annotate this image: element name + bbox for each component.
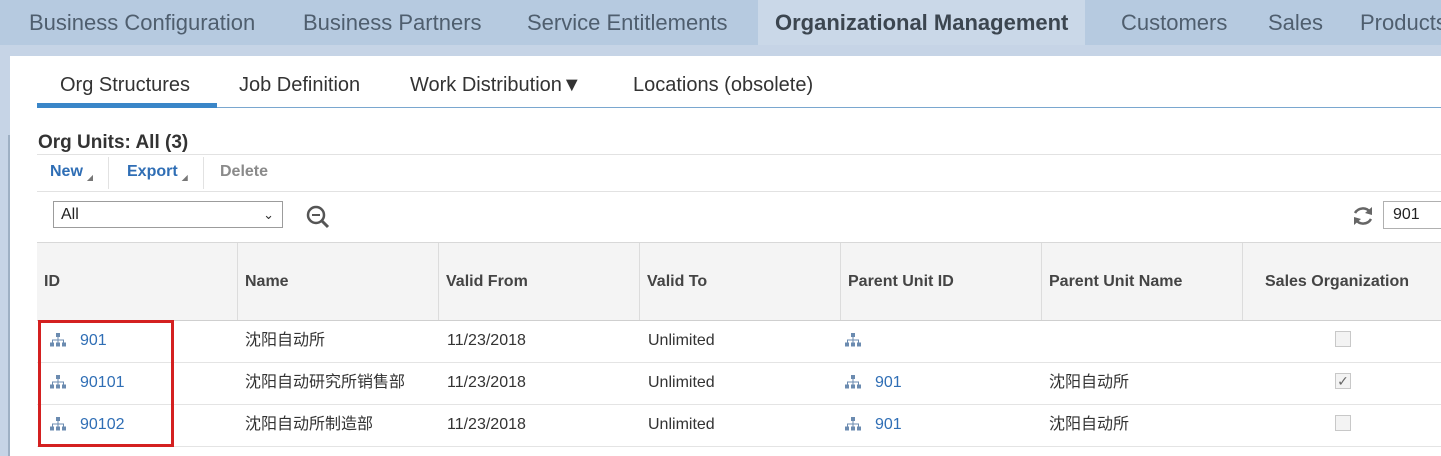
org-unit-icon	[50, 333, 66, 347]
nav-service-entitlements[interactable]: Service Entitlements	[527, 10, 728, 35]
column-header-valid-to[interactable]: Valid To	[640, 243, 841, 320]
valid-to: Unlimited	[648, 374, 715, 391]
refresh-icon[interactable]	[1350, 203, 1376, 229]
left-strip	[0, 45, 10, 456]
table-row: 901 沈阳自动所 11/23/2018 Unlimited	[37, 320, 1441, 363]
org-unit-id-link[interactable]: 90101	[80, 374, 125, 391]
divider	[108, 157, 109, 189]
column-header-parent-unit-id[interactable]: Parent Unit ID	[841, 243, 1042, 320]
org-unit-icon	[50, 375, 66, 389]
valid-from: 11/23/2018	[447, 374, 526, 391]
table-header: ID Name Valid From Valid To Parent Unit …	[37, 242, 1441, 321]
org-unit-icon	[845, 375, 861, 389]
nav-business-partners[interactable]: Business Partners	[303, 10, 482, 35]
export-button-label: Export	[127, 163, 178, 180]
sales-organization-checkbox: ✓	[1335, 373, 1351, 389]
caret-icon: ◢	[181, 173, 188, 182]
section-title: Org Units: All (3)	[38, 132, 189, 153]
search-input[interactable]: 901	[1383, 201, 1441, 229]
nav-business-configuration[interactable]: Business Configuration	[29, 10, 256, 35]
column-header-id[interactable]: ID	[37, 243, 238, 320]
tab-divider	[37, 107, 1441, 108]
org-unit-id-link[interactable]: 901	[80, 332, 107, 349]
highlight-box	[38, 320, 174, 447]
search-icon[interactable]	[305, 204, 331, 230]
org-unit-icon	[845, 333, 861, 347]
column-header-valid-from[interactable]: Valid From	[439, 243, 640, 320]
tab-locations[interactable]: Locations (obsolete)	[633, 74, 814, 96]
view-select[interactable]: All ⌄	[53, 201, 283, 228]
top-navigation: Business Configuration Business Partners…	[0, 0, 1441, 45]
nav-organizational-management[interactable]: Organizational Management	[758, 0, 1086, 45]
column-header-name[interactable]: Name	[238, 243, 439, 320]
active-tab-indicator	[37, 103, 217, 108]
main-content: Org Structures Job Definition Work Distr…	[10, 56, 1441, 456]
nav-sales[interactable]: Sales	[1268, 10, 1324, 35]
tab-org-structures[interactable]: Org Structures	[60, 74, 191, 96]
new-button[interactable]: New ◢	[50, 163, 93, 182]
tab-work-distribution[interactable]: Work Distribution▼	[410, 74, 582, 96]
view-select-value: All	[61, 206, 79, 223]
export-button[interactable]: Export ◢	[127, 163, 188, 182]
divider	[37, 191, 1441, 192]
table-row: 90102 沈阳自动所制造部 11/23/2018 Unlimited 901 …	[37, 404, 1441, 447]
parent-unit-id-link[interactable]: 901	[875, 416, 902, 433]
org-unit-id-link[interactable]: 90102	[80, 416, 125, 433]
tab-job-definition[interactable]: Job Definition	[239, 74, 361, 96]
sales-organization-checkbox	[1335, 415, 1351, 431]
nav-products[interactable]: Products	[1360, 10, 1441, 35]
divider	[203, 157, 204, 189]
valid-from: 11/23/2018	[447, 332, 526, 349]
parent-unit-name: 沈阳自动所	[1049, 416, 1130, 433]
caret-icon: ◢	[86, 173, 94, 182]
sales-organization-checkbox	[1335, 331, 1351, 347]
valid-to: Unlimited	[648, 332, 715, 349]
table-row: 90101 沈阳自动研究所销售部 11/23/2018 Unlimited 90…	[37, 362, 1441, 405]
nav-customers[interactable]: Customers	[1121, 10, 1228, 35]
org-unit-name: 沈阳自动所制造部	[245, 416, 374, 433]
chevron-down-icon: ⌄	[263, 207, 274, 222]
delete-button[interactable]: Delete	[220, 163, 269, 180]
new-button-label: New	[50, 163, 83, 180]
parent-unit-name: 沈阳自动所	[1049, 374, 1130, 391]
valid-to: Unlimited	[648, 416, 715, 433]
column-header-sales-organization[interactable]: Sales Organization	[1265, 273, 1410, 290]
org-unit-icon	[845, 417, 861, 431]
column-header-parent-unit-name[interactable]: Parent Unit Name	[1042, 243, 1243, 320]
divider	[37, 154, 1441, 155]
parent-unit-id-link[interactable]: 901	[875, 374, 902, 391]
org-unit-name: 沈阳自动所	[245, 332, 326, 349]
valid-from: 11/23/2018	[447, 416, 526, 433]
org-unit-icon	[50, 417, 66, 431]
org-unit-name: 沈阳自动研究所销售部	[245, 374, 406, 391]
